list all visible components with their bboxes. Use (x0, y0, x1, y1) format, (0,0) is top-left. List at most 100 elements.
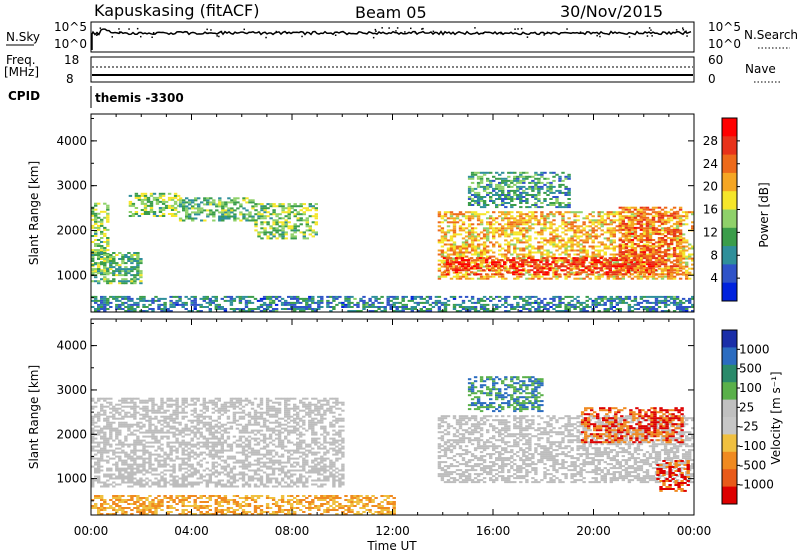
power-cell (492, 200, 495, 202)
power-cell (266, 304, 269, 306)
power-cell (682, 241, 685, 243)
velocity-cell (112, 408, 115, 410)
power-cell (306, 221, 309, 223)
velocity-cell (109, 444, 112, 446)
power-cell (106, 282, 109, 284)
power-cell (658, 296, 661, 298)
power-cell (507, 304, 510, 306)
velocity-cell (139, 444, 142, 446)
nsearch-tick-top: 10^5 (708, 20, 741, 34)
power-cell (171, 207, 174, 209)
power-cell (607, 217, 610, 219)
power-cell (471, 235, 474, 237)
power-cell (118, 282, 121, 284)
nsearch-point (221, 31, 223, 33)
power-cell (467, 273, 470, 275)
power-cell (263, 298, 266, 300)
power-cell (94, 276, 97, 278)
power-cell (519, 194, 522, 196)
power-cell (501, 200, 504, 202)
power-cell (546, 190, 549, 192)
power-cell (610, 304, 613, 306)
velocity-cell (100, 408, 103, 410)
power-cell (512, 267, 515, 269)
power-cell (664, 213, 667, 215)
velocity-cell (121, 442, 124, 444)
power-cell (426, 300, 429, 302)
power-cell (522, 304, 525, 306)
velocity-cell (121, 398, 124, 400)
power-cell (498, 178, 501, 180)
power-cell (567, 256, 570, 258)
power-cell (610, 235, 613, 237)
power-cell (362, 302, 365, 304)
power-cell (570, 225, 573, 227)
power-cell (579, 211, 582, 213)
power-cell (492, 304, 495, 306)
power-cell (507, 217, 510, 219)
velocity-cell (115, 484, 118, 486)
power-cell (162, 199, 165, 201)
power-cell (586, 217, 589, 219)
power-cell (627, 265, 630, 267)
power-cell (139, 280, 142, 282)
power-cell (679, 209, 682, 211)
power-cell (477, 196, 480, 198)
power-cell (549, 306, 552, 308)
power-cell (396, 302, 399, 304)
power-cell (552, 244, 555, 246)
power-cell (649, 229, 652, 231)
power-cell (637, 276, 640, 278)
power-cell (667, 227, 670, 229)
power-cell (655, 249, 658, 251)
power-cell (462, 276, 465, 278)
power-cell (612, 257, 615, 259)
power-cell (494, 269, 497, 271)
velocity-cell (133, 454, 136, 456)
velocity-cell (118, 448, 121, 450)
power-cell (634, 247, 637, 249)
power-colorbar-swatch (722, 283, 737, 302)
power-cell (610, 223, 613, 225)
power-cell (251, 207, 254, 209)
power-cell (471, 237, 474, 239)
power-cell (209, 300, 212, 302)
power-cell (242, 216, 245, 218)
nsky-label: N.Sky (6, 30, 40, 44)
power-cell (536, 269, 539, 271)
power-cell (567, 174, 570, 176)
velocity-cell (145, 472, 148, 474)
power-cell (649, 223, 652, 225)
power-cell (317, 306, 320, 308)
power-cell (667, 278, 670, 280)
power-cell (441, 221, 444, 223)
power-cell (598, 211, 601, 213)
power-cell (516, 296, 519, 298)
power-cell (471, 244, 474, 246)
power-cell (510, 186, 513, 188)
power-cell (576, 306, 579, 308)
power-cell (468, 306, 471, 308)
power-cell (655, 273, 658, 275)
power-cell (356, 304, 359, 306)
power-cell (106, 256, 109, 258)
power-cell (634, 251, 637, 253)
power-cell (185, 207, 188, 209)
power-cell (474, 252, 477, 254)
power-cell (516, 233, 519, 235)
power-cell (130, 266, 133, 268)
power-cell (616, 211, 619, 213)
velocity-cell (142, 436, 145, 438)
velocity-cell (124, 406, 127, 408)
power-cell (658, 276, 661, 278)
power-cell (171, 215, 174, 217)
power-cell (218, 304, 221, 306)
power-cell (578, 269, 581, 271)
power-cell (459, 278, 462, 280)
power-cell (531, 213, 534, 215)
power-cell (263, 207, 266, 209)
power-cell (474, 254, 477, 256)
power-cell (637, 227, 640, 229)
power-cell (634, 217, 637, 219)
power-cell (540, 254, 543, 256)
